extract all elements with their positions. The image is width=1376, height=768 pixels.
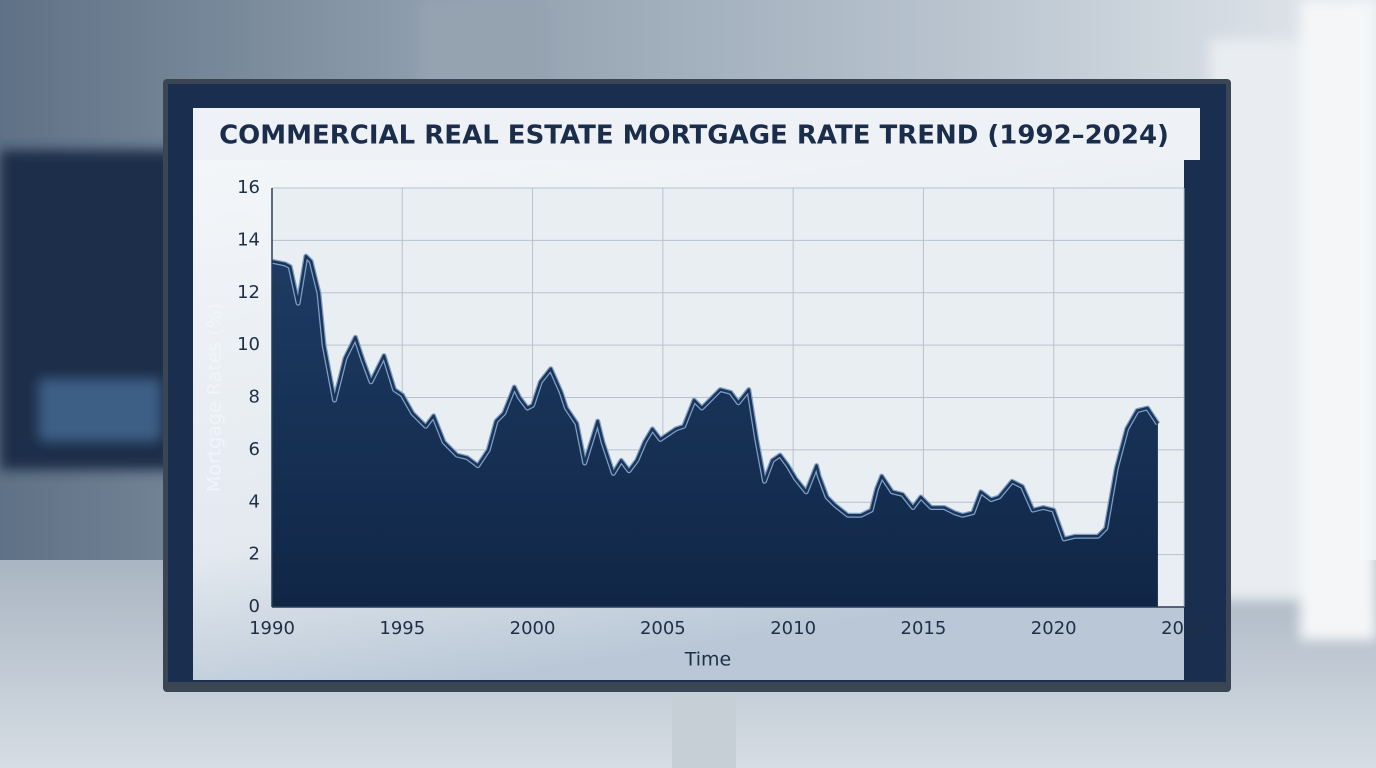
y-tick-label: 2 [249, 544, 260, 565]
chart: 0 2 4 6 8 10 12 14 16 1990 1995 2000 2005 2010 2015 202… [204, 177, 1207, 671]
x-tick-label: 2020 [1031, 618, 1077, 639]
x-tick-label: 2005 [640, 618, 686, 639]
chart-title: COMMERCIAL REAL ESTATE MORTGAGE RATE TRE… [219, 121, 1169, 151]
y-tick-label: 14 [237, 229, 260, 250]
y-tick-label: 16 [237, 177, 260, 198]
x-tick-label: 2015 [901, 618, 947, 639]
x-tick-label: 1990 [249, 618, 295, 639]
monitor-stand [672, 686, 736, 768]
line [271, 254, 1159, 541]
y-tick-label: 12 [237, 282, 260, 303]
x-tick-label: 2010 [770, 618, 816, 639]
y-axis-label: Mortgage Rates (%) [204, 303, 226, 492]
y-tick-label: 4 [249, 491, 260, 512]
x-tick-label: 1995 [379, 618, 425, 639]
x-axis-label: Time [684, 649, 732, 671]
y-tick-label: 6 [249, 439, 260, 460]
y-tick-label: 8 [249, 387, 260, 408]
y-tick-label: 0 [249, 596, 260, 617]
x-tick-label: 2000 [510, 618, 556, 639]
x-tick-label: 2025 [1161, 618, 1207, 639]
y-tick-label: 10 [237, 334, 260, 355]
title-banner [193, 108, 1200, 160]
area [272, 256, 1158, 607]
